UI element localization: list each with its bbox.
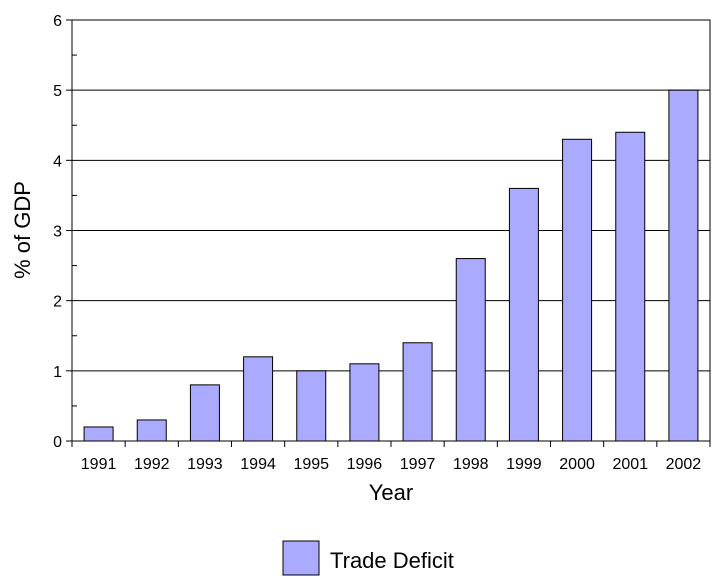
y-tick-label: 5: [53, 83, 62, 100]
bar-1998: [455, 258, 486, 442]
x-tick-label: 2002: [666, 456, 702, 473]
bar-1991: [83, 426, 114, 442]
y-tick-label: 4: [53, 153, 62, 170]
y-minor-ticks: [72, 54, 77, 407]
x-tick-label: 1996: [347, 456, 383, 473]
x-tick-label: 1993: [187, 456, 223, 473]
y-axis-title: % of GDP: [10, 181, 35, 279]
x-tick-label: 1994: [240, 456, 276, 473]
x-tick-label: 1998: [453, 456, 489, 473]
x-tick-label: 1997: [400, 456, 436, 473]
x-axis-title: Year: [369, 480, 413, 505]
x-tick-label: 2000: [559, 456, 595, 473]
y-tick-label: 6: [53, 13, 62, 30]
bar-1992: [136, 419, 167, 442]
bar-1994: [243, 356, 274, 442]
bar-1993: [189, 384, 220, 442]
bar-2002: [668, 89, 699, 442]
bar-1996: [349, 363, 380, 442]
y-tick-label: 1: [53, 364, 62, 381]
x-tick-label: 2001: [612, 456, 648, 473]
bar-2000: [562, 138, 593, 442]
x-tick-label: 1995: [293, 456, 329, 473]
bars-group: [83, 89, 699, 442]
bar-1997: [402, 342, 433, 442]
x-tick-label: 1999: [506, 456, 542, 473]
x-tick-label: 1991: [81, 456, 117, 473]
x-axis-ticks: 1991 1992 1993 1994 1995 1996 1997 1998 1999 2000…: [71, 441, 711, 473]
y-tick-label: 2: [53, 294, 62, 311]
legend-swatch: [282, 540, 320, 576]
x-tick-label: 1992: [134, 456, 170, 473]
bar-1999: [508, 187, 539, 442]
legend-label: Trade Deficit: [330, 548, 454, 573]
bar-2001: [615, 131, 646, 442]
gridlines: [72, 89, 710, 372]
y-tick-label: 0: [53, 434, 62, 451]
y-tick-label: 3: [53, 224, 62, 241]
legend: Trade Deficit: [282, 540, 454, 576]
y-axis-ticks: 0 1 2 3 4 5 6: [53, 13, 72, 451]
bar-1995: [296, 370, 327, 442]
